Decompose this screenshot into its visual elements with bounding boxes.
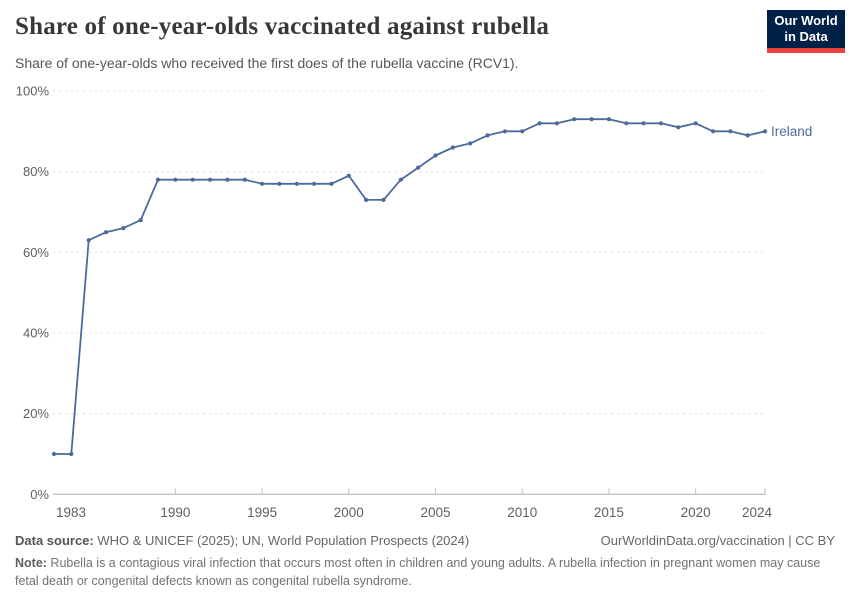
- x-axis-tick-label: 1983: [56, 505, 86, 520]
- data-point: [51, 451, 57, 457]
- data-point: [589, 117, 594, 122]
- data-source-text: WHO & UNICEF (2025); UN, World Populatio…: [93, 533, 470, 548]
- x-axis-tick-label: 2020: [681, 505, 711, 520]
- data-point: [242, 177, 247, 182]
- data-point: [728, 129, 733, 134]
- line-chart: 0% 20% 40% 60% 80% 100% 1983 1990 1995 2000 2005 20…: [16, 84, 813, 521]
- owid-logo-line1: Our World: [774, 13, 838, 29]
- x-axis-tick-label: 2010: [507, 505, 537, 520]
- data-point: [138, 218, 143, 223]
- data-point: [676, 125, 681, 130]
- data-point: [658, 121, 664, 126]
- data-source: Data source: WHO & UNICEF (2025); UN, Wo…: [15, 533, 469, 548]
- data-point: [710, 129, 716, 134]
- x-axis-tick-label: 2000: [334, 505, 364, 520]
- data-point: [381, 197, 386, 202]
- data-point: [208, 177, 213, 182]
- data-source-label: Data source:: [15, 533, 94, 548]
- page-title: Share of one-year-olds vaccinated agains…: [15, 13, 550, 40]
- footer-note-label: Note:: [15, 556, 47, 570]
- footer-source-row: Data source: WHO & UNICEF (2025); UN, Wo…: [15, 533, 835, 548]
- series-label-ireland: Ireland: [771, 124, 812, 139]
- y-axis-tick-label: 60%: [23, 245, 49, 260]
- data-point: [450, 145, 455, 150]
- y-axis-tick-label: 80%: [23, 164, 49, 179]
- data-point: [554, 121, 560, 126]
- data-point: [346, 173, 351, 178]
- data-point: [155, 177, 161, 182]
- data-point: [329, 181, 334, 186]
- chart-subtitle: Share of one-year-olds who received the …: [15, 55, 519, 71]
- footer-note: Note: Rubella is a contagious viral infe…: [15, 554, 833, 590]
- data-point: [416, 165, 421, 170]
- data-point: [277, 181, 282, 186]
- data-point: [121, 226, 126, 231]
- data-point: [173, 177, 178, 182]
- owid-logo: Our World in Data: [767, 10, 845, 53]
- data-point: [312, 181, 317, 186]
- data-point: [745, 133, 750, 138]
- x-axis-tick-label: 2024: [742, 505, 773, 520]
- data-point: [624, 121, 629, 126]
- footer-link[interactable]: OurWorldinData.org/vaccination | CC BY: [600, 533, 835, 548]
- data-point: [260, 181, 265, 186]
- data-point: [641, 121, 646, 126]
- x-axis-tick-label: 1995: [247, 505, 277, 520]
- data-point: [502, 129, 507, 134]
- data-point: [86, 238, 91, 243]
- data-point: [606, 117, 612, 122]
- data-point: [364, 197, 369, 202]
- data-point: [537, 121, 542, 126]
- y-axis-tick-label: 0%: [30, 487, 49, 502]
- data-point: [693, 121, 698, 126]
- y-axis-tick-label: 100%: [16, 84, 50, 99]
- data-line-ireland: [53, 118, 766, 455]
- y-axis-tick-label: 20%: [23, 406, 49, 421]
- data-point: [572, 117, 577, 122]
- owid-logo-line2: in Data: [784, 29, 828, 44]
- footer-note-text: Rubella is a contagious viral infection …: [15, 556, 821, 589]
- x-axis-tick-label: 2005: [420, 505, 450, 520]
- data-point: [433, 153, 438, 158]
- data-point: [468, 141, 473, 146]
- data-point: [190, 177, 195, 182]
- data-point: [103, 230, 109, 235]
- data-point: [485, 133, 490, 138]
- data-point: [225, 177, 230, 182]
- data-point: [762, 129, 768, 134]
- y-axis-tick-label: 40%: [23, 325, 49, 340]
- x-axis-tick-label: 1990: [160, 505, 190, 520]
- data-point: [69, 451, 74, 457]
- data-point: [398, 177, 403, 182]
- data-point: [520, 129, 525, 134]
- data-point: [294, 181, 299, 186]
- x-axis-tick-label: 2015: [594, 505, 624, 520]
